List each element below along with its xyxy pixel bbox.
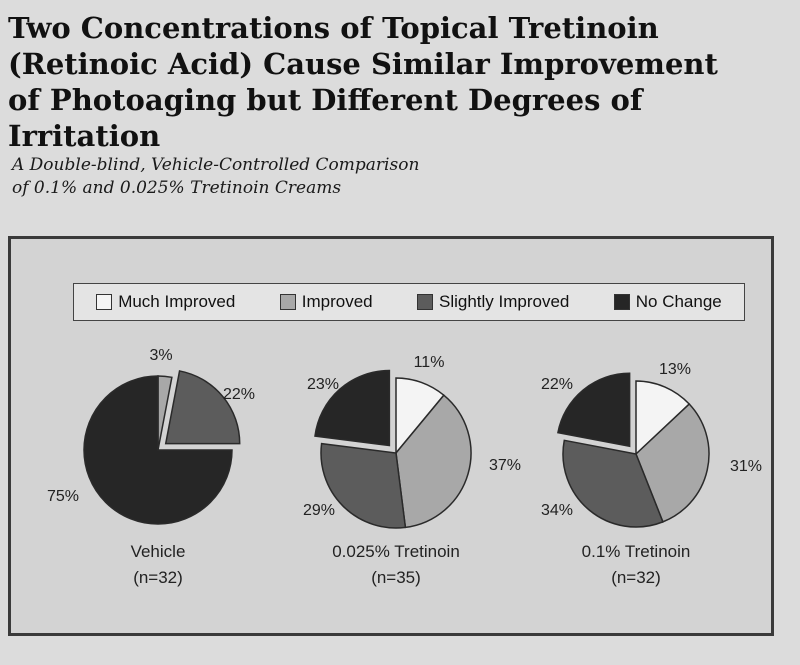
pie-slice-no-change <box>83 375 233 525</box>
pie-slice-slightly-improved <box>320 442 407 529</box>
legend-label: No Change <box>635 292 722 311</box>
legend-swatch <box>613 294 630 310</box>
slice-label: 34% <box>541 502 573 519</box>
page-title: Two Concentrations of Topical Tretinoin … <box>8 11 718 153</box>
pie-slice-no-change <box>314 369 391 447</box>
pie-slice-improved <box>395 394 472 529</box>
chart-frame: Much Improved Improved Slightly Improved… <box>8 236 774 636</box>
slice-label: 11% <box>414 354 445 371</box>
legend-swatch <box>279 294 296 310</box>
subtitle: A Double-blind, Vehicle-Controlled Compa… <box>12 155 420 198</box>
slice-label: 23% <box>307 376 339 393</box>
pie-slice-much-improved <box>635 380 691 456</box>
legend-item-improved: Improved <box>279 292 373 312</box>
slice-label: 3% <box>149 347 172 364</box>
slice-label: 37% <box>489 457 521 474</box>
pie-slice-slightly-improved <box>164 370 241 445</box>
legend-item-slightly-improved: Slightly Improved <box>416 292 570 312</box>
chart-caption: 0.025% Tretinoin <box>332 542 460 561</box>
chart-sample-size: (n=32) <box>133 568 183 587</box>
legend-label: Improved <box>301 292 373 311</box>
legend: Much Improved Improved Slightly Improved… <box>73 283 745 321</box>
slice-label: 22% <box>541 376 573 393</box>
chart-caption: 0.1% Tretinoin <box>582 542 691 561</box>
pie-slice-no-change <box>557 372 631 448</box>
chart-sample-size: (n=35) <box>371 568 421 587</box>
legend-item-no-change: No Change <box>613 292 722 312</box>
slice-label: 29% <box>303 502 335 519</box>
legend-swatch <box>96 294 113 310</box>
slice-label: 13% <box>659 361 691 378</box>
slice-label: 31% <box>730 458 762 475</box>
slice-label: 75% <box>47 488 79 505</box>
slice-label: 22% <box>223 386 255 403</box>
legend-label: Much Improved <box>118 292 236 311</box>
chart-caption: Vehicle <box>131 542 186 561</box>
pie-charts: 3% 22% 75% Vehicle (n=32) 11% 37% 29% 23% 0.025% … <box>47 347 762 587</box>
pie-slice-slightly-improved <box>562 439 664 528</box>
legend-swatch <box>416 294 433 310</box>
legend-label: Slightly Improved <box>438 292 570 311</box>
pie-slice-improved <box>635 402 710 523</box>
chart-sample-size: (n=32) <box>611 568 661 587</box>
legend-item-much-improved: Much Improved <box>96 292 235 312</box>
